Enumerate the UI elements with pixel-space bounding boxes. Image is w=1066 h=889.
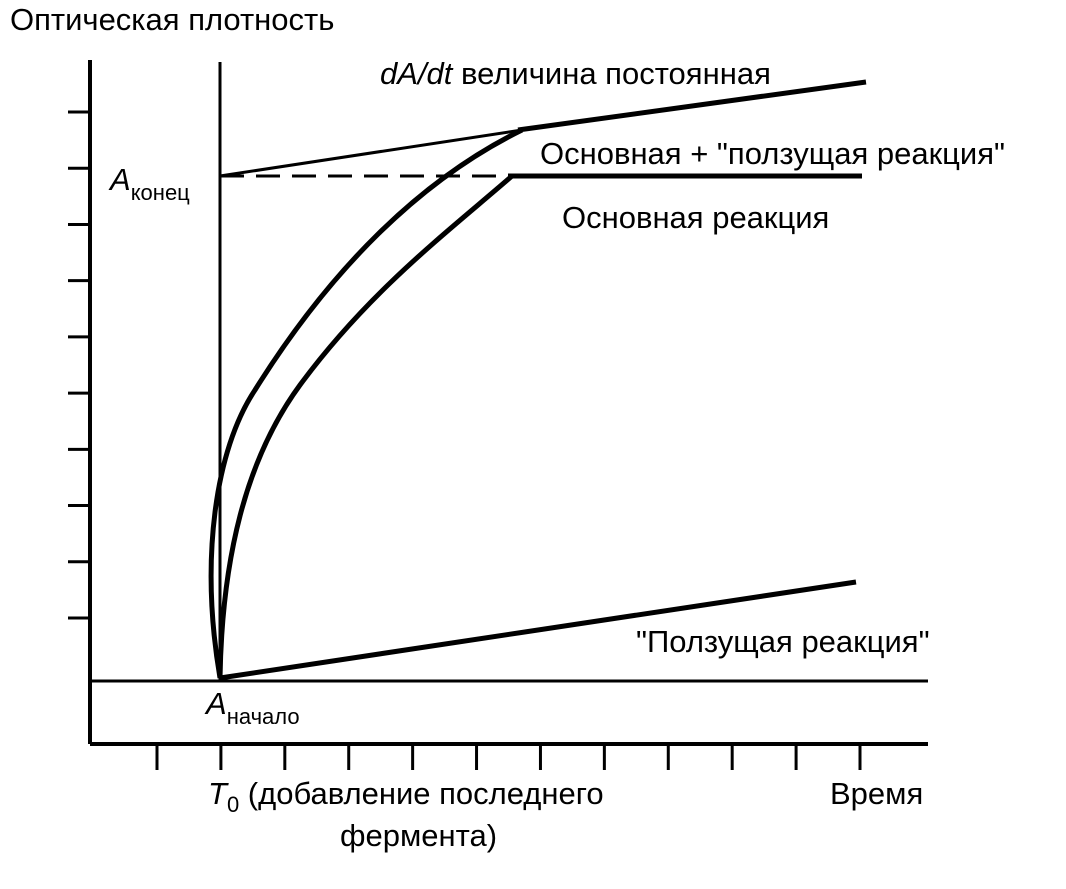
main-reaction-curve (217, 174, 514, 679)
t0-label-continued: фермента) (340, 818, 497, 853)
creep-reaction-label: "Ползущая реакция" (636, 624, 930, 659)
combined-reaction-line (517, 79, 867, 133)
creep-reaction-line (219, 579, 857, 681)
y-axis-ticks (68, 110, 90, 620)
rate-constant-label: dA/dt величина постоянная (380, 56, 771, 91)
combined-reaction-label: Основная + "ползущая реакция" (540, 136, 1005, 171)
combined-reaction-curve (208, 127, 524, 679)
t0-label: T0 (добавление последнего (208, 776, 604, 817)
tangent-line (219, 128, 523, 178)
x-axis-ticks (155, 744, 862, 770)
a-start-label: Aначало (204, 686, 300, 729)
a-end-label: Aконец (108, 162, 190, 205)
main-reaction-label: Основная реакция (562, 200, 829, 235)
x-axis-title: Время (830, 776, 923, 811)
y-axis-title: Оптическая плотность (10, 2, 334, 37)
